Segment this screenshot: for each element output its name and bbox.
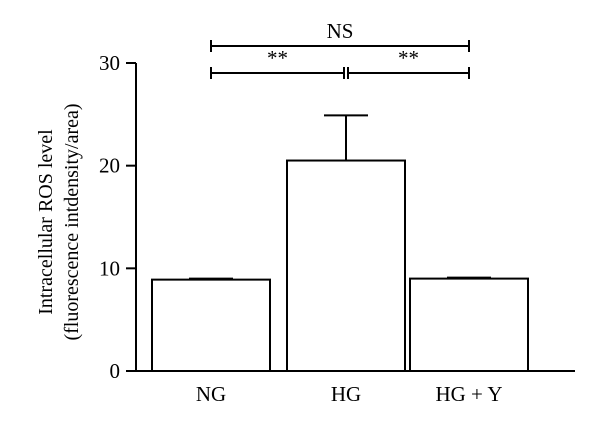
significance-brackets: ** ** NS <box>210 19 470 79</box>
y-tick-label: 0 <box>110 359 121 383</box>
error-bars <box>189 114 491 280</box>
sig-label-1: ** <box>267 46 288 70</box>
bar-1 <box>151 278 271 373</box>
y-axis-label: Intracellular ROS level (fluorescence in… <box>35 103 83 340</box>
y-axis-label-line-1: Intracellular ROS level <box>35 129 57 315</box>
category-label-2: HG <box>331 382 361 406</box>
axes <box>135 63 575 372</box>
y-tick-label: 30 <box>99 51 120 75</box>
bars <box>151 159 529 373</box>
bar-2 <box>286 159 406 372</box>
category-labels: NG HG HG + Y <box>196 382 503 406</box>
y-tick-label: 20 <box>99 154 120 178</box>
category-label-1: NG <box>196 382 226 406</box>
sig-label-3: NS <box>327 19 354 43</box>
y-ticks: 0 10 20 30 <box>99 51 136 383</box>
category-label-3: HG + Y <box>435 382 502 406</box>
y-axis-label-line-2: (fluorescence intdensity/area) <box>61 103 83 340</box>
sig-label-2: ** <box>398 46 419 70</box>
y-tick-label: 10 <box>99 256 120 280</box>
bar-3 <box>409 277 529 373</box>
